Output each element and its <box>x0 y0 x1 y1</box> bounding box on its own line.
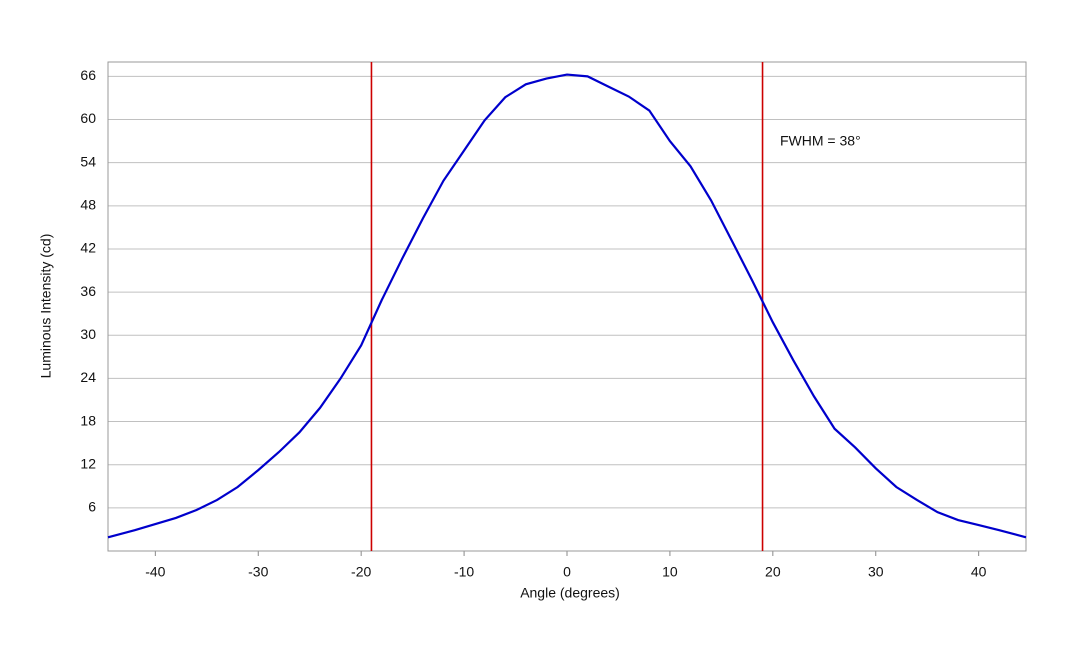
y-tick-label: 54 <box>80 153 96 169</box>
x-tick-label: 40 <box>971 564 987 580</box>
y-tick-label: 60 <box>80 110 96 126</box>
x-tick-label: 0 <box>563 564 571 580</box>
x-tick-label: 10 <box>662 564 678 580</box>
data-line <box>107 73 1027 539</box>
y-tick-label: 6 <box>88 499 96 515</box>
y-tick-label: 18 <box>80 412 96 428</box>
y-tick-label: 42 <box>80 240 96 256</box>
x-tick-label: 30 <box>868 564 884 580</box>
annotation: FWHM = 38° <box>780 133 861 149</box>
x-tick-label: -30 <box>248 564 268 580</box>
x-tick-label: -40 <box>145 564 165 580</box>
y-axis-label: Luminous Intensity (cd) <box>38 234 54 379</box>
x-tick-label: 20 <box>765 564 781 580</box>
y-tick-label: 66 <box>80 67 96 83</box>
x-tick-label: -10 <box>454 564 474 580</box>
plot-border <box>107 61 1027 552</box>
x-axis-label: Angle (degrees) <box>520 585 620 601</box>
y-tick-label: 12 <box>80 455 96 471</box>
y-tick-label: 36 <box>80 283 96 299</box>
y-tick-label: 48 <box>80 197 96 213</box>
y-tick-label: 24 <box>80 369 96 385</box>
y-tick-label: 30 <box>80 326 96 342</box>
x-tick-label: -20 <box>351 564 371 580</box>
